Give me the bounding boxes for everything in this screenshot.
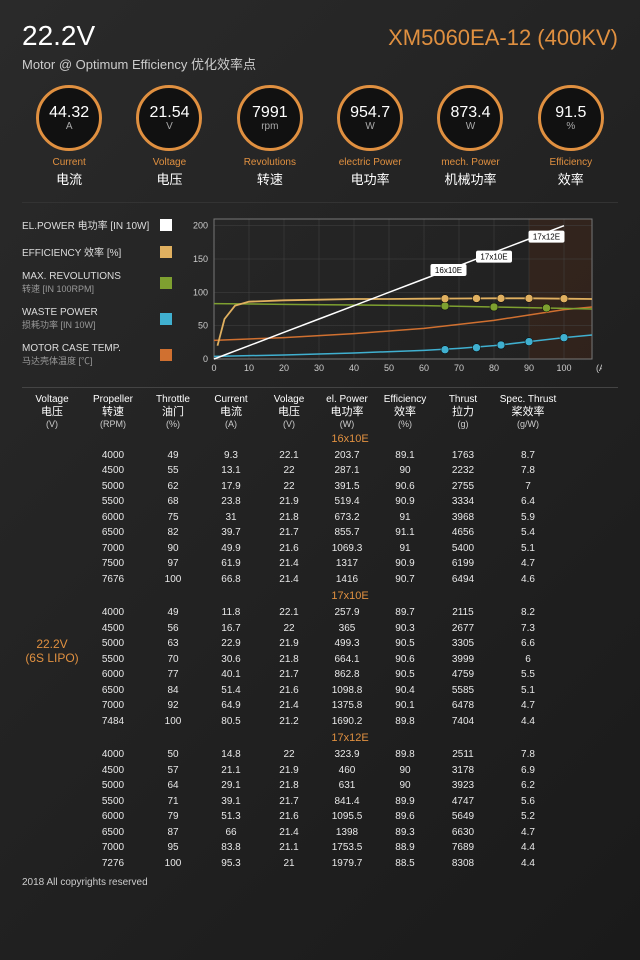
table-row: 70009264.921.41375.890.164784.7 xyxy=(82,698,618,714)
table-header: Thrust拉力(g) xyxy=(434,394,492,430)
metric-badge: 7991 rpm Revolutions 转速 xyxy=(223,85,317,188)
svg-text:60: 60 xyxy=(419,363,429,373)
table-header: Voltage电压(V) xyxy=(22,394,82,430)
table-header: Volage电压(V) xyxy=(260,394,318,430)
table-header: Propeller转速(RPM) xyxy=(82,394,144,430)
table-row: 6000753121.8673.29139685.9 xyxy=(82,510,618,526)
voltage-title: 22.2V xyxy=(22,20,95,52)
svg-text:(A): (A) xyxy=(596,363,602,373)
metric-badge: 91.5 % Efficiency 效率 xyxy=(524,85,618,188)
svg-text:200: 200 xyxy=(193,221,208,231)
table-header: Efficiency效率(%) xyxy=(376,394,434,430)
table-row: 60007951.321.61095.589.656495.2 xyxy=(82,809,618,825)
table-row: 45005616.72236590.326777.3 xyxy=(82,621,618,637)
badge-row: 44.32 A Current 电流 21.54 V Voltage 电压 79… xyxy=(22,85,618,188)
svg-text:0: 0 xyxy=(211,363,216,373)
table-row: 50006217.922391.590.627557 xyxy=(82,479,618,495)
table-row: 50006429.121.86319039236.2 xyxy=(82,778,618,794)
legend-item: MOTOR CASE TEMP.马达壳体温度 [℃] xyxy=(22,343,172,367)
chart: 0 50 100 150 200 0 10 20 30 40 50 60 70 80 90 100 (A) 16x… xyxy=(182,213,618,379)
subtitle: Motor @ Optimum Efficiency 优化效率点 xyxy=(22,54,618,73)
table-header: el. Power电功率(W) xyxy=(318,394,376,430)
data-table: Voltage电压(V)Propeller转速(RPM)Throttle油门(%… xyxy=(22,387,618,871)
legend-item: MAX. REVOLUTIONS转速 [IN 100RPM] xyxy=(22,271,172,295)
table-row: 40005014.822323.989.825117.8 xyxy=(82,747,618,763)
table-row: 4000499.322.1203.789.117638.7 xyxy=(82,448,618,464)
table-row: 55007139.121.7841.489.947475.6 xyxy=(82,794,618,810)
svg-text:20: 20 xyxy=(279,363,289,373)
table-row: 70009583.821.11753.588.976894.4 xyxy=(82,840,618,856)
legend-item: EL.POWER 电功率 [IN 10W] xyxy=(22,217,172,232)
table-row: 45005513.122287.19022327.8 xyxy=(82,463,618,479)
table-group-title: 17x12E xyxy=(82,729,618,747)
divider xyxy=(22,202,618,203)
metric-badge: 873.4 W mech. Power 机械功率 xyxy=(423,85,517,188)
motor-title: XM5060EA-12 (400KV) xyxy=(388,25,618,51)
table-row: 75009761.921.4131790.961994.7 xyxy=(82,556,618,572)
legend-item: EFFICIENCY 效率 [%] xyxy=(22,244,172,259)
table-group-title: 16x10E xyxy=(82,430,618,448)
svg-text:17x10E: 17x10E xyxy=(480,253,507,262)
table-row: 60007740.121.7862.890.547595.5 xyxy=(82,667,618,683)
svg-text:70: 70 xyxy=(454,363,464,373)
table-row: 748410080.521.21690.289.874044.4 xyxy=(82,714,618,730)
table-row: 65008451.421.61098.890.455855.1 xyxy=(82,683,618,699)
svg-text:80: 80 xyxy=(489,363,499,373)
svg-text:30: 30 xyxy=(314,363,324,373)
table-row: 40004911.822.1257.989.721158.2 xyxy=(82,605,618,621)
svg-text:50: 50 xyxy=(198,321,208,331)
table-row: 65008239.721.7855.791.146565.4 xyxy=(82,525,618,541)
table-row: 727610095.3211979.788.583084.4 xyxy=(82,856,618,872)
table-row: 45005721.121.94609031786.9 xyxy=(82,763,618,779)
legend: EL.POWER 电功率 [IN 10W] EFFICIENCY 效率 [%] … xyxy=(22,213,172,379)
svg-text:0: 0 xyxy=(203,354,208,364)
svg-text:40: 40 xyxy=(349,363,359,373)
svg-text:50: 50 xyxy=(384,363,394,373)
table-row: 6500876621.4139889.366304.7 xyxy=(82,825,618,841)
metric-badge: 954.7 W electric Power 电功率 xyxy=(323,85,417,188)
svg-text:100: 100 xyxy=(193,287,208,297)
table-row: 50006322.921.9499.390.533056.6 xyxy=(82,636,618,652)
svg-text:10: 10 xyxy=(244,363,254,373)
metric-badge: 21.54 V Voltage 电压 xyxy=(122,85,216,188)
table-header: Throttle油门(%) xyxy=(144,394,202,430)
table-side-label: 22.2V (6S LIPO) xyxy=(22,430,82,872)
svg-text:150: 150 xyxy=(193,254,208,264)
footer: 2018 All copyrights reserved xyxy=(22,877,618,888)
legend-item: WASTE POWER损耗功率 [IN 10W] xyxy=(22,307,172,331)
svg-text:90: 90 xyxy=(524,363,534,373)
metric-badge: 44.32 A Current 电流 xyxy=(22,85,116,188)
table-row: 70009049.921.61069.39154005.1 xyxy=(82,541,618,557)
svg-text:16x10E: 16x10E xyxy=(435,266,462,275)
table-row: 767610066.821.4141690.764944.6 xyxy=(82,572,618,588)
svg-text:17x12E: 17x12E xyxy=(533,233,560,242)
table-group-title: 17x10E xyxy=(82,587,618,605)
table-header: Current电流(A) xyxy=(202,394,260,430)
table-header: Spec. Thrust桨效率(g/W) xyxy=(492,394,564,430)
table-row: 55007030.621.8664.190.639996 xyxy=(82,652,618,668)
table-row: 55006823.821.9519.490.933346.4 xyxy=(82,494,618,510)
svg-text:100: 100 xyxy=(556,363,571,373)
